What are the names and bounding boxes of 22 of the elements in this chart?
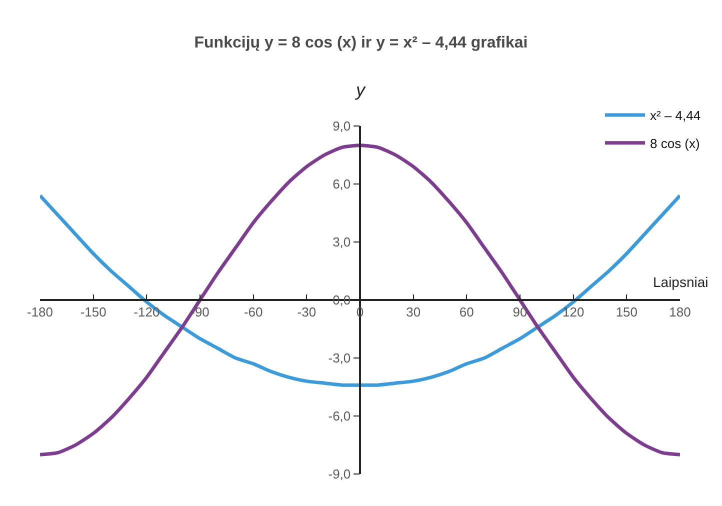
y-tick-label: 3,0 — [332, 234, 351, 250]
y-tick-label: 6,0 — [332, 176, 351, 192]
legend-label: x² – 4,44 — [650, 108, 701, 124]
y-tick-label: -6,0 — [328, 408, 351, 424]
x-tick-label: -180 — [26, 304, 54, 320]
x-tick-label: -30 — [297, 304, 316, 320]
y-tick-label: -9,0 — [328, 466, 351, 482]
x-tick-label: 90 — [512, 304, 528, 320]
y-axis-title: y — [354, 80, 366, 100]
y-tick-label: -3,0 — [328, 350, 351, 366]
legend-label: 8 cos (x) — [650, 136, 700, 151]
y-tick-label: 9,0 — [332, 118, 351, 134]
x-axis-title: Laipsniai — [653, 274, 708, 290]
x-tick-label: -120 — [134, 304, 160, 320]
x-tick-label: 60 — [459, 304, 474, 320]
x-tick-label: 30 — [406, 304, 421, 320]
x-tick-label: 180 — [669, 304, 691, 320]
x-tick-label: 150 — [616, 304, 638, 320]
x-tick-label: -60 — [244, 304, 263, 320]
x-tick-label: 120 — [562, 304, 584, 320]
x-tick-label: -150 — [80, 304, 106, 320]
chart-title: Funkcijų y = 8 cos (x) ir y = x² – 4,44 grafikai — [194, 34, 528, 52]
